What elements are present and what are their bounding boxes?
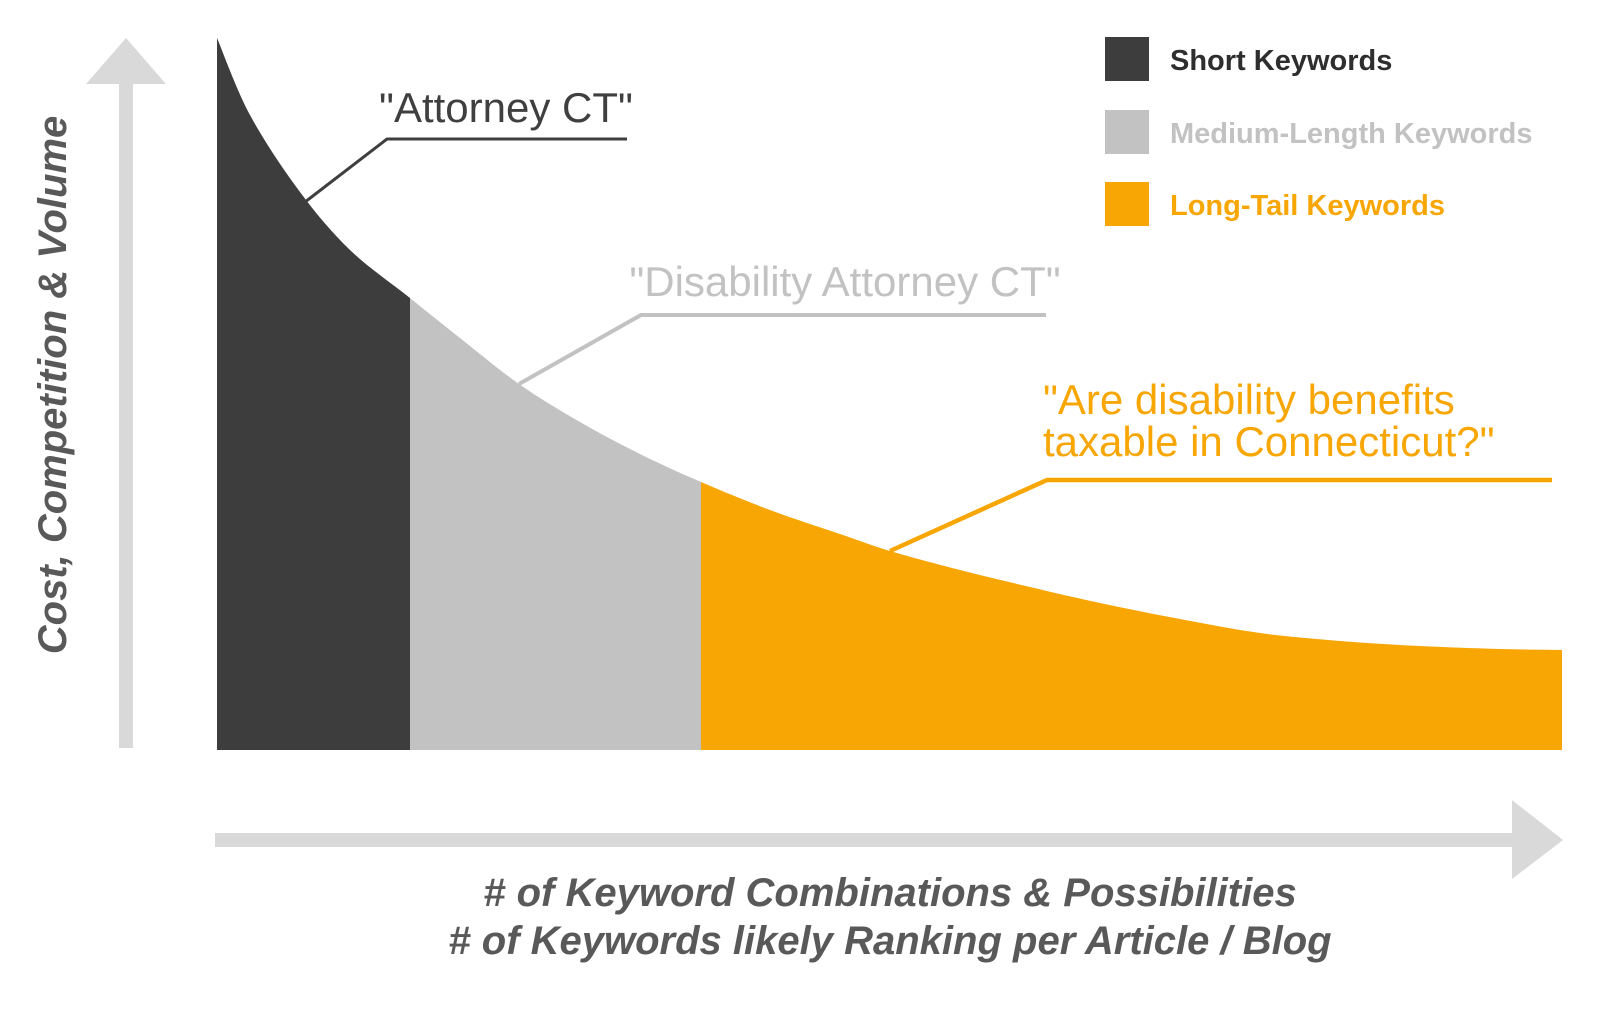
curve-regions xyxy=(217,38,1562,750)
legend-item-long-tail-keywords: Long-Tail Keywords xyxy=(1105,182,1445,226)
legend-label-short-keywords: Short Keywords xyxy=(1170,45,1392,77)
annotation-medium-keywords: "Disability Attorney CT" xyxy=(518,258,1061,386)
legend-label-long-tail-keywords: Long-Tail Keywords xyxy=(1170,190,1445,222)
annotation-long-tail-keywords: "Are disability benefits taxable in Conn… xyxy=(889,376,1552,554)
annotation-long-tail-text-line2: taxable in Connecticut?" xyxy=(1043,418,1495,465)
legend-item-short-keywords: Short Keywords xyxy=(1105,37,1392,81)
region-medium-length-keywords xyxy=(410,298,701,750)
callout-line-short xyxy=(304,137,627,204)
region-long-tail-keywords xyxy=(701,482,1562,750)
legend-swatch-long-tail-keywords xyxy=(1105,182,1149,226)
legend-swatch-short-keywords xyxy=(1105,37,1149,81)
x-axis-label-line1: # of Keyword Combinations & Possibilitie… xyxy=(483,871,1296,915)
annotation-medium-text: "Disability Attorney CT" xyxy=(629,258,1060,305)
legend-label-medium-length-keywords: Medium-Length Keywords xyxy=(1170,118,1533,150)
y-axis-label: Cost, Competition & Volume xyxy=(31,116,75,655)
annotation-long-tail-text-line1: "Are disability benefits xyxy=(1043,376,1455,423)
x-axis-arrow-head-icon xyxy=(1512,800,1563,879)
x-axis-arrow-shaft xyxy=(215,833,1515,847)
region-short-keywords xyxy=(217,38,410,750)
legend-item-medium-length-keywords: Medium-Length Keywords xyxy=(1105,110,1533,154)
callout-line-long-tail xyxy=(889,477,1552,554)
x-axis-label-line2: # of Keywords likely Ranking per Article… xyxy=(448,919,1331,963)
y-axis-arrow-head-icon xyxy=(86,38,166,84)
annotation-short-keywords: "Attorney CT" xyxy=(304,84,633,204)
y-axis-arrow-shaft xyxy=(119,78,133,748)
legend-swatch-medium-length-keywords xyxy=(1105,110,1149,154)
annotation-short-text: "Attorney CT" xyxy=(379,84,633,131)
y-axis: Cost, Competition & Volume xyxy=(31,38,166,748)
legend: Short Keywords Medium-Length Keywords Lo… xyxy=(1105,37,1533,226)
callout-line-medium xyxy=(518,313,1046,386)
x-axis: # of Keyword Combinations & Possibilitie… xyxy=(215,800,1563,963)
